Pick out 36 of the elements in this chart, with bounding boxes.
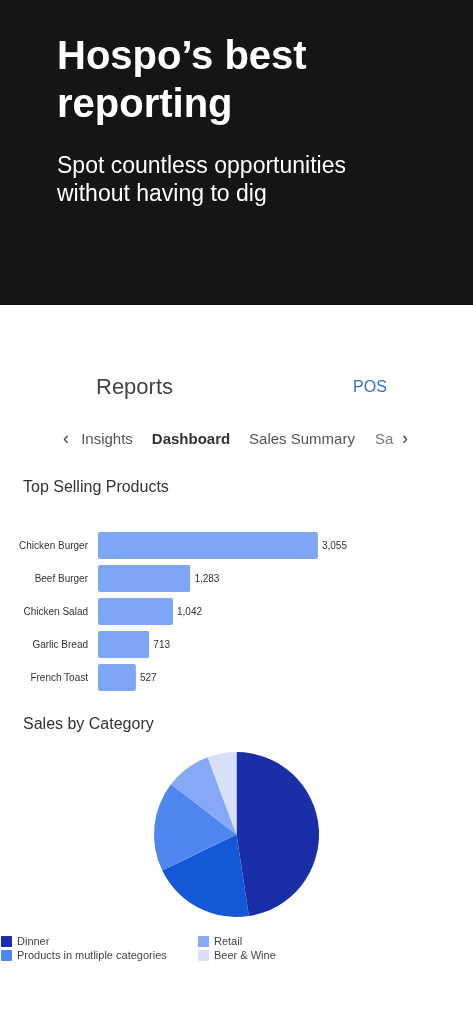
data-label: 3,055 [321, 539, 348, 551]
pie-slice [236, 752, 319, 917]
chart-title: Top Selling Products [23, 478, 169, 495]
bar [98, 663, 136, 692]
y-tick-label: French Toast [30, 671, 89, 683]
legend-label: Dinner [17, 934, 50, 947]
data-label: 713 [153, 638, 171, 650]
pie-slice [171, 757, 237, 835]
legend-label: Products in mutliple categories [17, 948, 168, 961]
y-tick-label: Chicken Salad [23, 605, 88, 617]
bar [98, 564, 191, 593]
text: Dashboard [151, 430, 231, 447]
text: Reports [96, 374, 174, 399]
text: Sales Summary [249, 430, 356, 447]
y-tick-label: Chicken Burger [19, 539, 89, 551]
bar [98, 630, 150, 659]
data-label: 1,283 [194, 572, 220, 584]
legend-label: Beer & Wine [214, 948, 276, 961]
text: Spot countless opportunities without having to dig [56, 152, 346, 206]
text: › [402, 428, 408, 448]
legend-label: Retail [214, 934, 243, 947]
bar [98, 597, 174, 626]
text: Sa [375, 430, 394, 447]
text: POS [353, 378, 387, 395]
text: Hospo’s best reporting [57, 33, 307, 125]
data-label: 1,042 [177, 605, 203, 617]
text: Insights [81, 430, 133, 447]
chart-title: Sales by Category [23, 715, 154, 732]
y-tick-label: Garlic Bread [32, 638, 88, 650]
pie-slice [207, 752, 237, 835]
pie-slice [162, 834, 249, 917]
pie-slice [154, 784, 237, 871]
data-label: 527 [139, 671, 158, 683]
text: ‹ [63, 428, 69, 448]
bar [98, 531, 318, 560]
y-tick-label: Beef Burger [34, 572, 89, 584]
